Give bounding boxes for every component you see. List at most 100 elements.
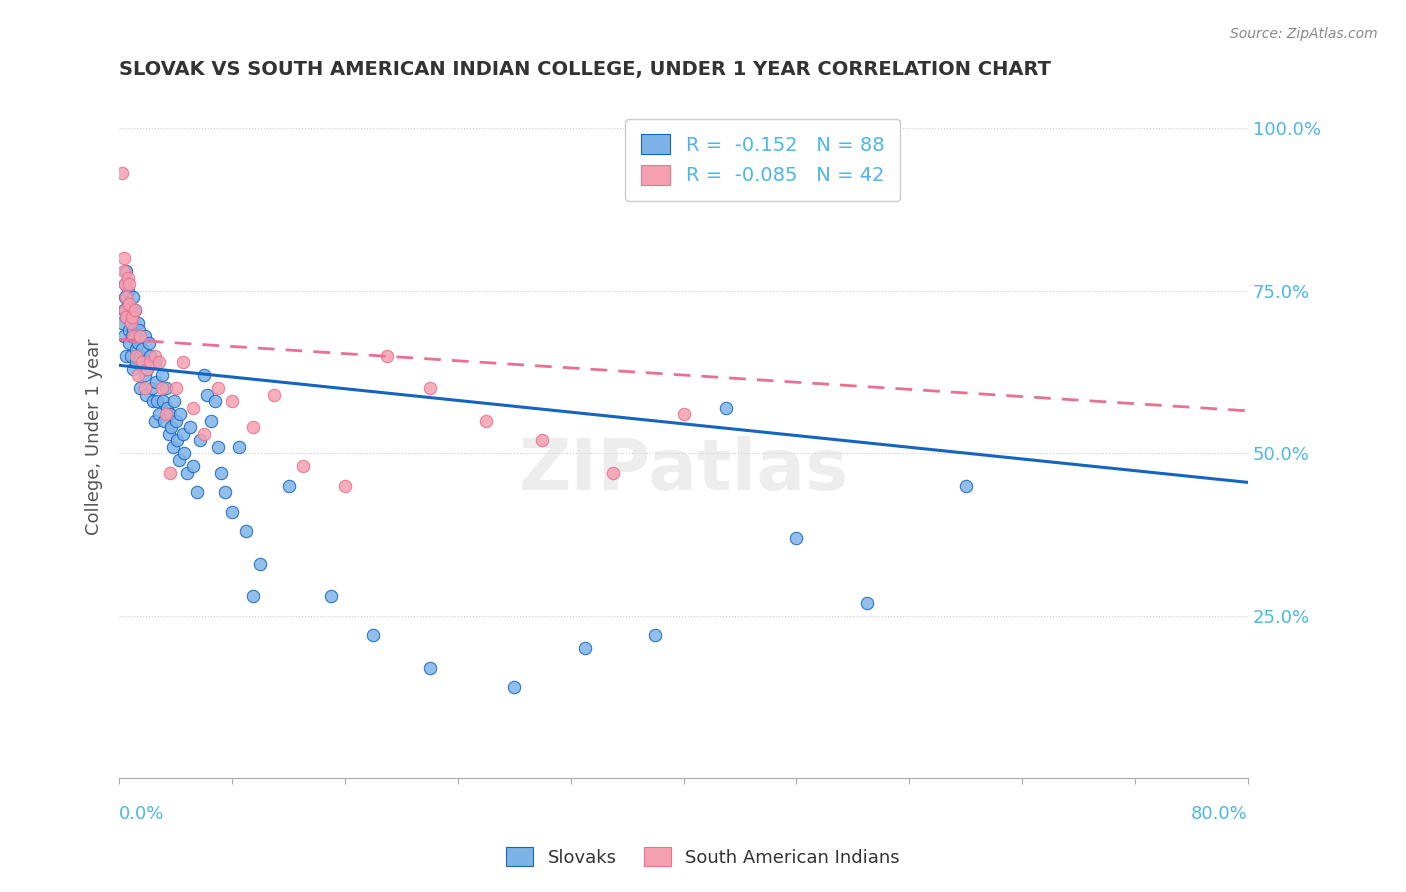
Text: SLOVAK VS SOUTH AMERICAN INDIAN COLLEGE, UNDER 1 YEAR CORRELATION CHART: SLOVAK VS SOUTH AMERICAN INDIAN COLLEGE,… — [120, 60, 1052, 78]
Point — [249, 557, 271, 571]
Point — [193, 426, 215, 441]
Point — [193, 368, 215, 382]
Point — [375, 349, 398, 363]
Point — [419, 661, 441, 675]
Point — [134, 381, 156, 395]
Point — [856, 596, 879, 610]
Point — [134, 368, 156, 382]
Point — [644, 628, 666, 642]
Point — [114, 290, 136, 304]
Point — [128, 322, 150, 336]
Point — [176, 466, 198, 480]
Point — [152, 394, 174, 409]
Point — [112, 264, 135, 278]
Point — [125, 355, 148, 369]
Point — [127, 316, 149, 330]
Point — [181, 401, 204, 415]
Point — [214, 485, 236, 500]
Point — [200, 414, 222, 428]
Point — [127, 335, 149, 350]
Point — [115, 349, 138, 363]
Point — [112, 303, 135, 318]
Point — [165, 381, 187, 395]
Point — [162, 440, 184, 454]
Point — [160, 420, 183, 434]
Point — [118, 277, 141, 291]
Point — [115, 264, 138, 278]
Point — [148, 355, 170, 369]
Point — [235, 524, 257, 538]
Point — [115, 310, 138, 324]
Point — [114, 303, 136, 318]
Point — [143, 349, 166, 363]
Point — [188, 433, 211, 447]
Point — [120, 316, 142, 330]
Point — [131, 355, 153, 369]
Point — [125, 342, 148, 356]
Point — [150, 368, 173, 382]
Point — [136, 361, 159, 376]
Point — [242, 420, 264, 434]
Point — [263, 387, 285, 401]
Point — [159, 466, 181, 480]
Point — [114, 277, 136, 291]
Point — [139, 349, 162, 363]
Point — [145, 375, 167, 389]
Text: Source: ZipAtlas.com: Source: ZipAtlas.com — [1230, 27, 1378, 41]
Point — [181, 459, 204, 474]
Point — [221, 394, 243, 409]
Point — [117, 270, 139, 285]
Point — [124, 329, 146, 343]
Point — [122, 290, 145, 304]
Point — [155, 381, 177, 395]
Point — [672, 407, 695, 421]
Point — [172, 426, 194, 441]
Point — [165, 414, 187, 428]
Point — [955, 478, 977, 492]
Point — [186, 485, 208, 500]
Point — [122, 329, 145, 343]
Point — [121, 310, 143, 324]
Point — [148, 407, 170, 421]
Point — [142, 394, 165, 409]
Point — [111, 316, 134, 330]
Point — [141, 381, 163, 395]
Text: 0.0%: 0.0% — [120, 805, 165, 823]
Point — [120, 303, 142, 318]
Point — [169, 407, 191, 421]
Point — [204, 394, 226, 409]
Point — [127, 368, 149, 382]
Point — [503, 680, 526, 694]
Point — [785, 531, 807, 545]
Point — [117, 284, 139, 298]
Point — [146, 394, 169, 409]
Point — [138, 335, 160, 350]
Point — [531, 433, 554, 447]
Point — [361, 628, 384, 642]
Point — [112, 329, 135, 343]
Point — [163, 394, 186, 409]
Point — [155, 407, 177, 421]
Point — [122, 322, 145, 336]
Point — [574, 641, 596, 656]
Point — [291, 459, 314, 474]
Point — [118, 322, 141, 336]
Point — [167, 452, 190, 467]
Point — [121, 329, 143, 343]
Point — [120, 316, 142, 330]
Point — [124, 303, 146, 318]
Point — [131, 342, 153, 356]
Point — [242, 589, 264, 603]
Point — [115, 290, 138, 304]
Point — [120, 349, 142, 363]
Point — [135, 387, 157, 401]
Point — [115, 310, 138, 324]
Point — [125, 349, 148, 363]
Point — [419, 381, 441, 395]
Point — [602, 466, 624, 480]
Legend: Slovaks, South American Indians: Slovaks, South American Indians — [499, 840, 907, 874]
Point — [150, 381, 173, 395]
Point — [333, 478, 356, 492]
Point — [134, 329, 156, 343]
Text: 80.0%: 80.0% — [1191, 805, 1249, 823]
